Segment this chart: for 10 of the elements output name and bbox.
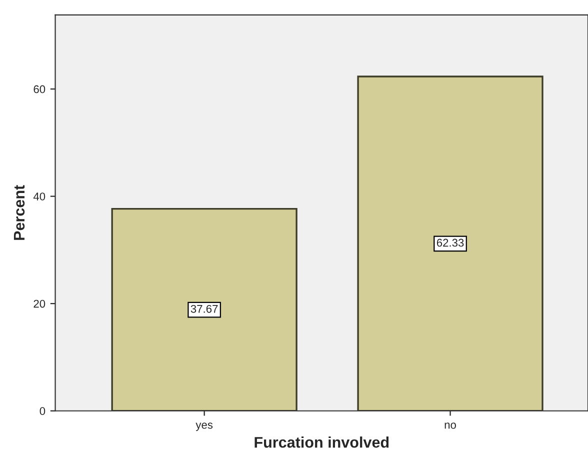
y-axis-title: Percent xyxy=(14,185,25,240)
y-tick-label: 40 xyxy=(33,192,46,200)
y-tick-label: 20 xyxy=(34,300,46,308)
y-tick-label: 0 xyxy=(40,407,46,416)
data-label: 37.67 xyxy=(190,304,218,313)
data-label: 62.33 xyxy=(436,238,464,247)
x-tick-label: yes xyxy=(196,422,213,431)
x-tick-label: no xyxy=(444,422,456,429)
y-tick-label: 60 xyxy=(34,85,46,94)
x-axis-title: Furcation involved xyxy=(254,436,389,448)
